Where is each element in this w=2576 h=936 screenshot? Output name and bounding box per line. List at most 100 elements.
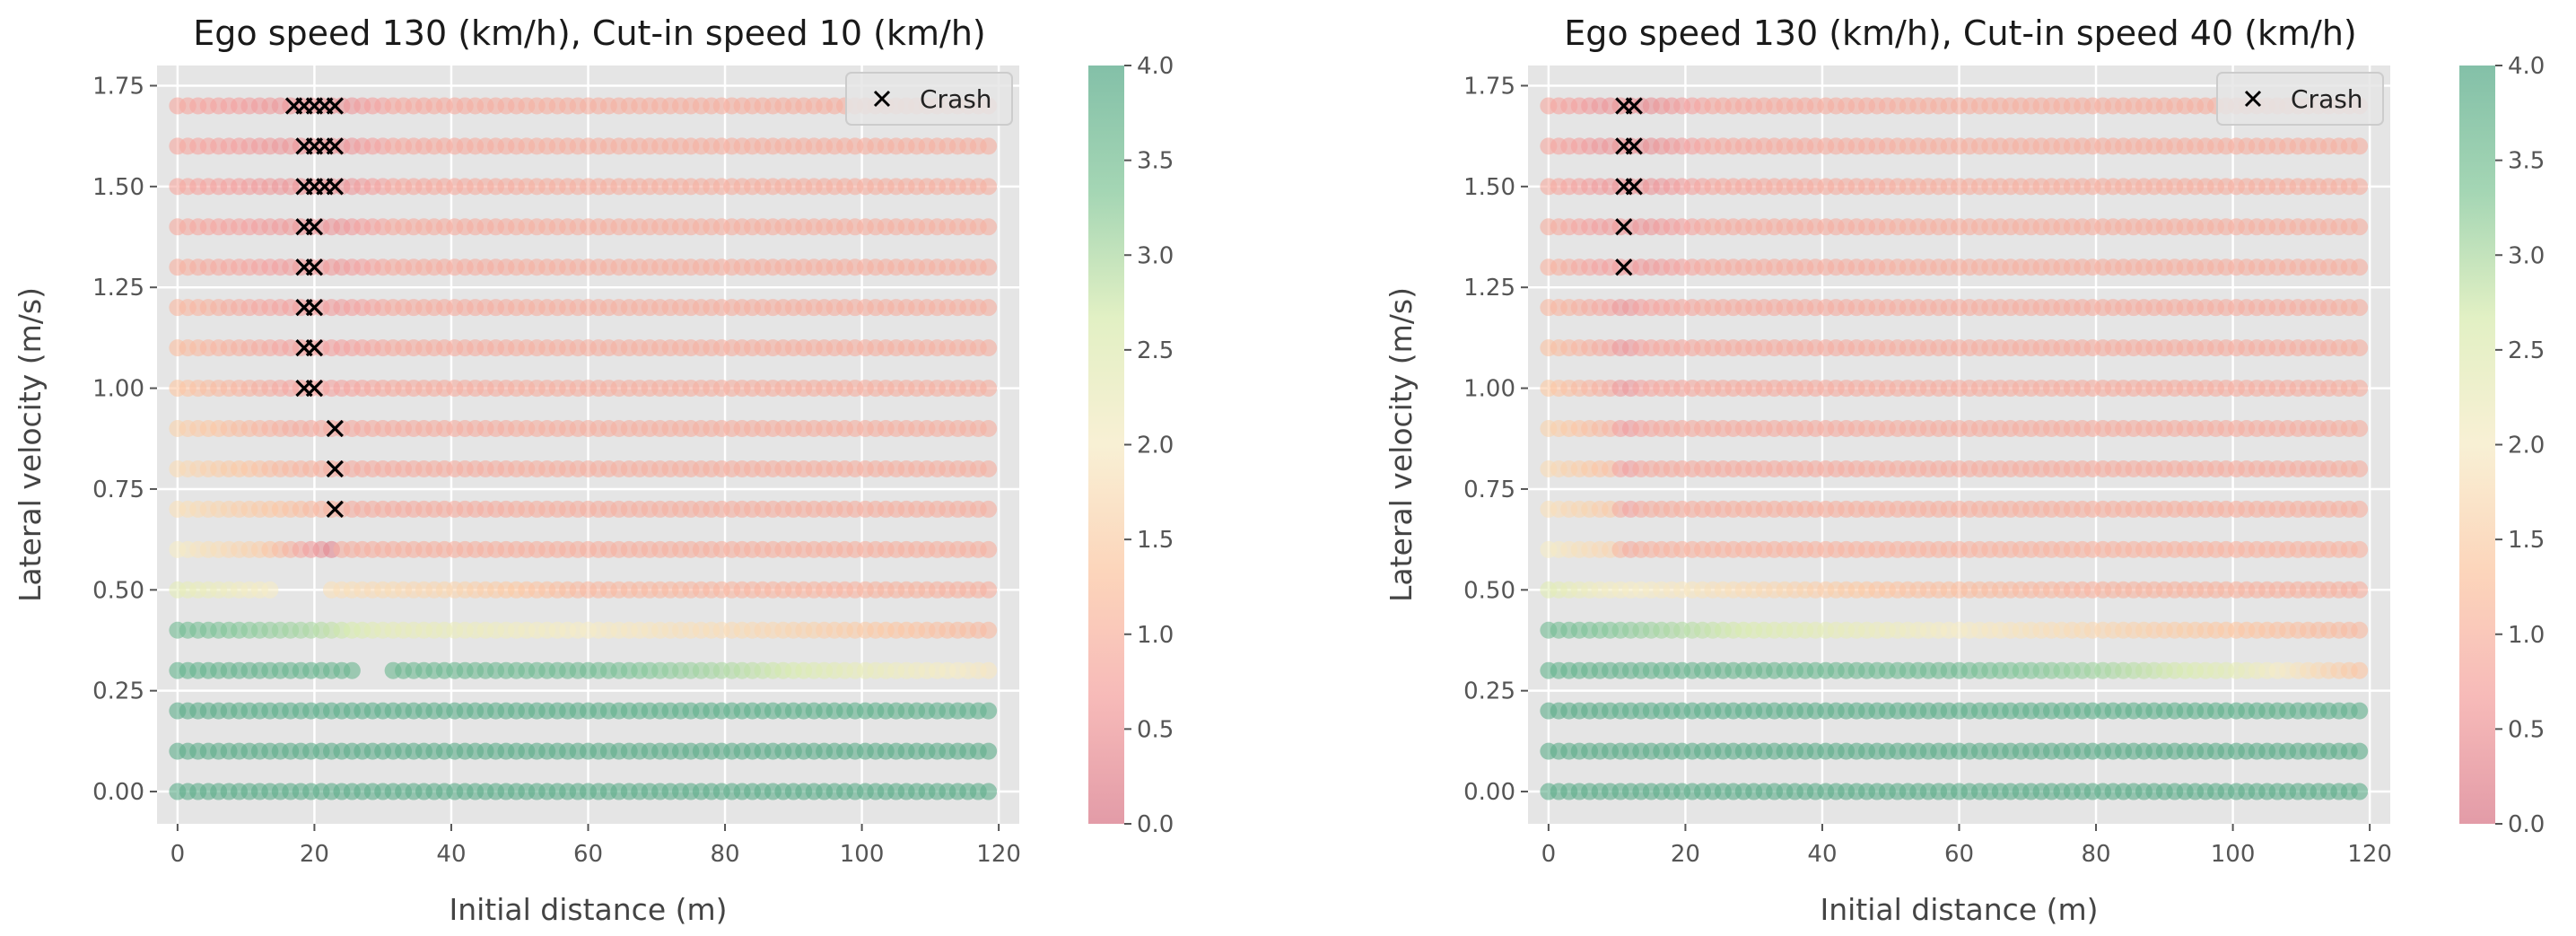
data-point bbox=[980, 299, 998, 317]
crash-marker bbox=[326, 97, 344, 115]
data-point bbox=[2351, 540, 2369, 558]
data-point bbox=[980, 258, 998, 276]
crash-marker bbox=[305, 258, 324, 276]
data-point bbox=[980, 218, 998, 236]
x-tick-label: 80 bbox=[2081, 841, 2110, 868]
colorbar-tick-label: 0.0 bbox=[2508, 811, 2545, 838]
crash-marker bbox=[1625, 137, 1643, 155]
legend-crash-marker bbox=[2244, 90, 2262, 108]
data-point bbox=[2351, 178, 2369, 196]
x-tick-label: 100 bbox=[840, 841, 885, 868]
colorbar-tick-label: 1.0 bbox=[2508, 622, 2545, 649]
data-point bbox=[980, 661, 998, 679]
colorbar-tick-label: 2.5 bbox=[1137, 337, 1174, 364]
x-tick-label: 100 bbox=[2211, 841, 2256, 868]
crash-marker bbox=[1625, 178, 1643, 196]
x-axis-label: Initial distance (m) bbox=[1820, 892, 2098, 927]
y-tick-label: 1.75 bbox=[92, 73, 144, 100]
y-tick-label: 1.25 bbox=[1463, 275, 1515, 302]
legend: Crash bbox=[2216, 72, 2384, 126]
data-point bbox=[2351, 218, 2369, 236]
data-point bbox=[2351, 581, 2369, 599]
x-tick-label: 120 bbox=[2347, 841, 2392, 868]
data-point bbox=[2351, 621, 2369, 639]
x-axis-label: Initial distance (m) bbox=[449, 892, 727, 927]
x-tick-label: 20 bbox=[300, 841, 329, 868]
y-tick-label: 0.75 bbox=[92, 477, 144, 503]
chart-title: Ego speed 130 (km/h), Cut-in speed 40 (k… bbox=[1564, 13, 2356, 53]
crash-marker bbox=[305, 338, 324, 357]
data-point bbox=[980, 339, 998, 357]
y-tick-label: 0.25 bbox=[92, 678, 144, 705]
crash-marker bbox=[326, 137, 344, 155]
colorbar-tick-label: 3.5 bbox=[1137, 148, 1174, 175]
colorbar-tick-label: 4.0 bbox=[2508, 53, 2545, 80]
colorbar-tick-label: 4.0 bbox=[1137, 53, 1174, 80]
legend-box bbox=[845, 72, 1013, 126]
crash-markers bbox=[284, 97, 344, 519]
y-tick-label: 0.50 bbox=[1463, 577, 1515, 604]
legend-label: Crash bbox=[920, 84, 992, 114]
x-tick-label: 60 bbox=[1944, 841, 1974, 868]
colorbar-tick-label: 1.0 bbox=[1137, 622, 1174, 649]
x-tick-label: 0 bbox=[1541, 841, 1557, 868]
y-tick-label: 0.75 bbox=[1463, 477, 1515, 503]
colorbar-gradient bbox=[2459, 66, 2495, 824]
y-tick-label: 1.50 bbox=[1463, 174, 1515, 201]
data-point bbox=[980, 380, 998, 398]
colorbar-tick-label: 0.0 bbox=[1137, 811, 1174, 838]
legend: Crash bbox=[845, 72, 1013, 126]
legend-label: Crash bbox=[2291, 84, 2363, 114]
chart-panel-2: 0.00 0.25 0.50 0.75 1.00 1.25 1.50 1.75 0 20 40 60 8… bbox=[1384, 13, 2545, 927]
y-tick-label: 1.00 bbox=[92, 376, 144, 403]
data-point bbox=[261, 581, 279, 599]
colorbar-tick-label: 0.5 bbox=[1137, 716, 1174, 743]
colorbar: 0.0 0.5 1.0 1.5 2.0 2.5 3.0 3.5 4.0 bbox=[1088, 53, 1174, 838]
data-point bbox=[980, 178, 998, 196]
crash-marker bbox=[1615, 218, 1633, 236]
colorbar-tick-label: 3.0 bbox=[1137, 242, 1174, 269]
data-point bbox=[2351, 258, 2369, 276]
data-point bbox=[2351, 459, 2369, 477]
crash-marker bbox=[1615, 258, 1633, 276]
data-point bbox=[980, 783, 998, 800]
data-point bbox=[980, 500, 998, 518]
y-axis-label: Lateral velocity (m/s) bbox=[1384, 287, 1419, 602]
crash-marker bbox=[305, 379, 324, 398]
y-tick-label: 0.00 bbox=[1463, 779, 1515, 806]
colorbar-tick-label: 2.0 bbox=[2508, 433, 2545, 459]
data-point bbox=[980, 702, 998, 720]
x-tick-label: 60 bbox=[573, 841, 603, 868]
data-point bbox=[980, 540, 998, 558]
data-point bbox=[2351, 500, 2369, 518]
legend-box bbox=[2216, 72, 2384, 126]
data-point bbox=[980, 581, 998, 599]
crash-marker bbox=[326, 500, 344, 519]
y-tick-label: 1.00 bbox=[1463, 376, 1515, 403]
crash-marker bbox=[305, 299, 324, 317]
y-tick-label: 1.25 bbox=[92, 275, 144, 302]
x-tick-label: 120 bbox=[976, 841, 1021, 868]
colorbar-tick-label: 3.5 bbox=[2508, 148, 2545, 175]
data-point bbox=[2351, 137, 2369, 155]
crash-marker bbox=[305, 218, 324, 236]
colorbar-gradient bbox=[1088, 66, 1124, 824]
x-tick-label: 40 bbox=[436, 841, 466, 868]
colorbar-tick-label: 2.0 bbox=[1137, 433, 1174, 459]
crash-marker bbox=[326, 178, 344, 196]
crash-marker bbox=[1625, 97, 1643, 115]
data-point bbox=[343, 661, 361, 679]
legend-crash-marker bbox=[873, 90, 891, 108]
colorbar-tick-label: 1.5 bbox=[2508, 527, 2545, 554]
colorbar-tick-label: 3.0 bbox=[2508, 242, 2545, 269]
y-tick-label: 0.50 bbox=[92, 577, 144, 604]
data-point bbox=[980, 420, 998, 438]
crash-markers bbox=[1615, 97, 1643, 276]
colorbar-tick-label: 2.5 bbox=[2508, 337, 2545, 364]
x-tick-label: 80 bbox=[710, 841, 739, 868]
scatter-points bbox=[1540, 97, 2369, 800]
crash-marker bbox=[326, 419, 344, 438]
chart-title: Ego speed 130 (km/h), Cut-in speed 10 (k… bbox=[193, 13, 985, 53]
colorbar: 0.0 0.5 1.0 1.5 2.0 2.5 3.0 3.5 4.0 bbox=[2459, 53, 2545, 838]
data-point bbox=[2351, 742, 2369, 760]
